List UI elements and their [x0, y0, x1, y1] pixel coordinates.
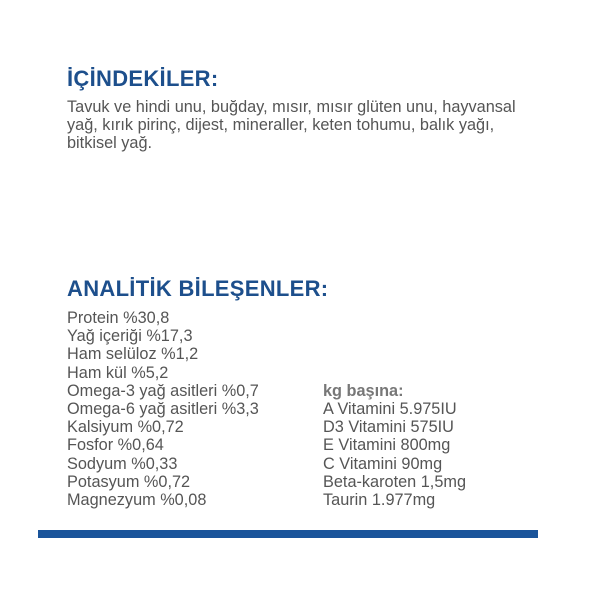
analysis-left-list: Protein %30,8 Yağ içeriği %17,3 Ham selü… — [67, 309, 259, 509]
list-item: C Vitamini 90mg — [323, 454, 443, 473]
per-kg-header: kg başına: — [323, 381, 404, 400]
analysis-title: ANALİTİK BİLEŞENLER: — [67, 276, 329, 301]
list-item: Omega-6 yağ asitleri %3,3 — [67, 400, 259, 419]
ingredients-title: İÇİNDEKİLER: — [67, 66, 219, 91]
list-item: Ham selüloz %1,2 — [67, 345, 199, 364]
list-item: Ham kül %5,2 — [67, 363, 169, 382]
list-item: Yağ içeriği %17,3 — [67, 327, 193, 346]
list-item: Beta-karoten 1,5mg — [323, 472, 466, 491]
list-item: Taurin 1.977mg — [323, 491, 436, 510]
list-item: Potasyum %0,72 — [67, 472, 191, 491]
ingredients-text: Tavuk ve hindi unu, buğday, mısır, mısır… — [67, 98, 516, 152]
list-item: A Vitamini 5.975IU — [323, 400, 457, 418]
list-item: Omega-3 yağ asitleri %0,7 — [67, 381, 259, 400]
list-item: Magnezyum %0,08 — [67, 491, 207, 510]
footer-blue-bar — [38, 530, 538, 538]
list-item: D3 Vitamini 575IU — [323, 418, 454, 437]
list-item: E Vitamini 800mg — [323, 436, 451, 455]
list-item: Fosfor %0,64 — [67, 436, 164, 455]
analysis-right-list: kg başına: A Vitamini 5.975IU D3 Vitamin… — [323, 382, 466, 509]
list-item: Kalsiyum %0,72 — [67, 418, 184, 437]
list-item: Protein %30,8 — [67, 309, 170, 327]
list-item: Sodyum %0,33 — [67, 454, 178, 473]
